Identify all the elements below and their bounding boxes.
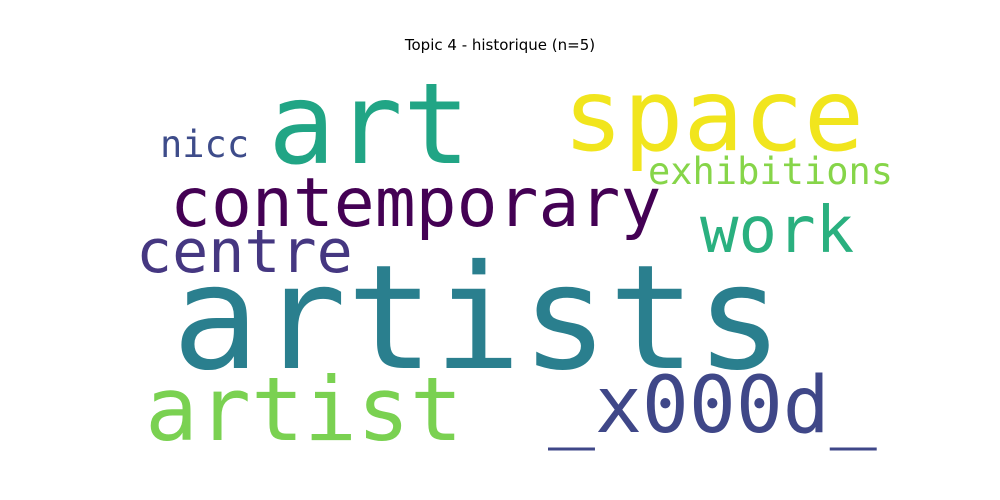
word-x000d: _x000d_ [548,361,877,451]
word-centre: centre [136,217,353,287]
word-nicc: nicc [160,123,249,166]
word-space: space [563,57,864,174]
word-artist: artist [145,358,463,461]
word-contemporary: contemporary [170,164,661,243]
word-work: work [700,194,854,268]
word-exhibitions: exhibitions [648,150,893,193]
chart-title: Topic 4 - historique (n=5) [404,36,596,54]
word-art: art [268,60,470,190]
word-artists: artists [172,234,783,403]
